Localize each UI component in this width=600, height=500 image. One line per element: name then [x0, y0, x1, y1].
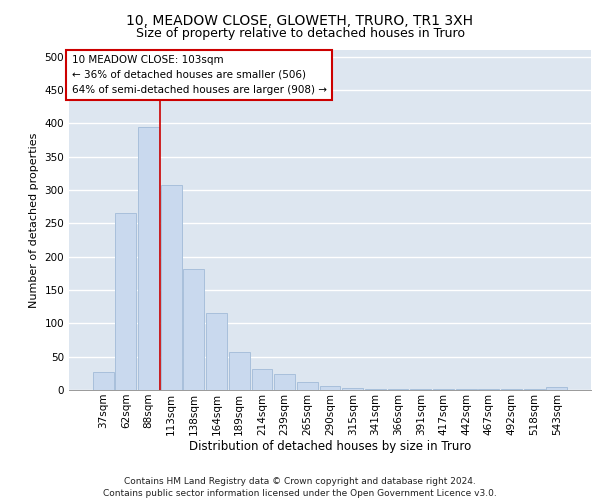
Text: Contains HM Land Registry data © Crown copyright and database right 2024.
Contai: Contains HM Land Registry data © Crown c… [103, 476, 497, 498]
Bar [342, 388, 363, 390]
Bar [547, 388, 567, 390]
Text: 10 MEADOW CLOSE: 103sqm
← 36% of detached houses are smaller (506)
64% of semi-d: 10 MEADOW CLOSE: 103sqm ← 36% of detache… [71, 55, 326, 94]
Bar [274, 374, 295, 390]
X-axis label: Distribution of detached houses by size in Truro: Distribution of detached houses by size … [189, 440, 471, 454]
Y-axis label: Number of detached properties: Number of detached properties [29, 132, 39, 308]
Bar [320, 386, 340, 390]
Bar [93, 372, 113, 390]
Bar [251, 368, 272, 390]
Text: 10, MEADOW CLOSE, GLOWETH, TRURO, TR1 3XH: 10, MEADOW CLOSE, GLOWETH, TRURO, TR1 3X… [127, 14, 473, 28]
Bar [229, 352, 250, 390]
Bar [184, 268, 205, 390]
Bar [297, 382, 318, 390]
Bar [206, 314, 227, 390]
Bar [161, 184, 182, 390]
Text: Size of property relative to detached houses in Truro: Size of property relative to detached ho… [136, 28, 464, 40]
Bar [138, 126, 159, 390]
Bar [115, 214, 136, 390]
